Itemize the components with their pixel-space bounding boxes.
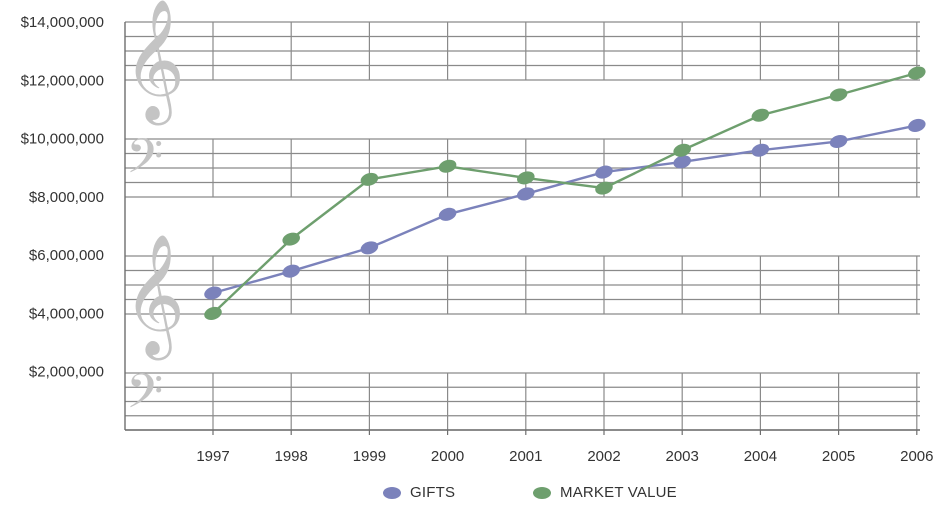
data-series bbox=[204, 66, 926, 320]
data-point-gifts bbox=[517, 187, 535, 201]
legend-swatch-market-value bbox=[533, 486, 551, 499]
data-point-market-value bbox=[595, 181, 613, 195]
legend-swatch-gifts bbox=[383, 486, 401, 499]
data-point-market-value bbox=[438, 159, 457, 173]
y-tick-label: $8,000,000 bbox=[29, 189, 104, 206]
x-tick-label: 2000 bbox=[431, 448, 464, 465]
x-tick-label: 1999 bbox=[353, 448, 386, 465]
x-tick-label: 2003 bbox=[666, 448, 699, 465]
legend-item-market-value: MARKET VALUE bbox=[533, 484, 677, 501]
y-tick-label: $2,000,000 bbox=[29, 364, 104, 381]
legend: GIFTS MARKET VALUE bbox=[0, 484, 939, 508]
treble-clef-icon: 𝄞 bbox=[123, 233, 185, 361]
series-line-gifts bbox=[212, 124, 918, 295]
data-point-market-value bbox=[517, 171, 535, 185]
x-tick-label: 2002 bbox=[587, 448, 620, 465]
x-tick-label: 2005 bbox=[822, 448, 855, 465]
x-tick-label: 1998 bbox=[275, 448, 308, 465]
y-axis-tick-labels: $2,000,000 $4,000,000 $6,000,000 $8,000,000… bbox=[21, 14, 104, 381]
line-chart: 𝄞 𝄢 𝄞 𝄢 $2,000,000 $4,000,000 $6,000,000 $8… bbox=[21, 0, 934, 465]
legend-label-gifts: GIFTS bbox=[410, 484, 456, 501]
data-point-gifts bbox=[282, 264, 300, 278]
data-point-gifts bbox=[204, 286, 222, 300]
data-point-gifts bbox=[595, 165, 613, 179]
staff-grid bbox=[125, 21, 920, 431]
legend-label-market-value: MARKET VALUE bbox=[560, 484, 677, 501]
bass-clef-icon: 𝄢 bbox=[126, 363, 163, 431]
x-tick-label: 1997 bbox=[196, 448, 229, 465]
data-point-market-value bbox=[360, 172, 379, 186]
bass-clef-icon: 𝄢 bbox=[126, 128, 163, 196]
clef-decorations: 𝄞 𝄢 𝄞 𝄢 bbox=[123, 0, 185, 431]
legend-item-gifts: GIFTS bbox=[383, 484, 455, 501]
data-point-market-value bbox=[204, 306, 222, 320]
x-tick-label: 2004 bbox=[744, 448, 777, 465]
series-line-market-value bbox=[212, 71, 918, 315]
data-point-gifts bbox=[829, 134, 848, 149]
y-tick-label: $14,000,000 bbox=[21, 14, 104, 31]
data-point-gifts bbox=[360, 241, 379, 255]
data-point-gifts bbox=[908, 118, 926, 132]
y-tick-label: $12,000,000 bbox=[21, 72, 104, 89]
data-point-market-value bbox=[829, 88, 848, 102]
data-point-gifts bbox=[751, 143, 770, 157]
axes bbox=[124, 22, 920, 435]
y-tick-label: $10,000,000 bbox=[21, 131, 104, 148]
x-axis-tick-labels: 1997 1998 1999 2000 2001 2002 2003 2004 2005 2006 bbox=[196, 448, 933, 465]
treble-clef-icon: 𝄞 bbox=[123, 0, 185, 126]
data-point-market-value bbox=[751, 108, 770, 122]
data-point-market-value bbox=[282, 232, 300, 246]
y-tick-label: $4,000,000 bbox=[29, 305, 104, 322]
data-point-gifts bbox=[673, 155, 691, 169]
y-tick-label: $6,000,000 bbox=[29, 247, 104, 264]
x-tick-label: 2001 bbox=[509, 448, 542, 465]
data-point-market-value bbox=[908, 66, 926, 80]
x-tick-label: 2006 bbox=[900, 448, 933, 465]
data-point-gifts bbox=[438, 207, 457, 221]
data-point-market-value bbox=[673, 143, 691, 157]
